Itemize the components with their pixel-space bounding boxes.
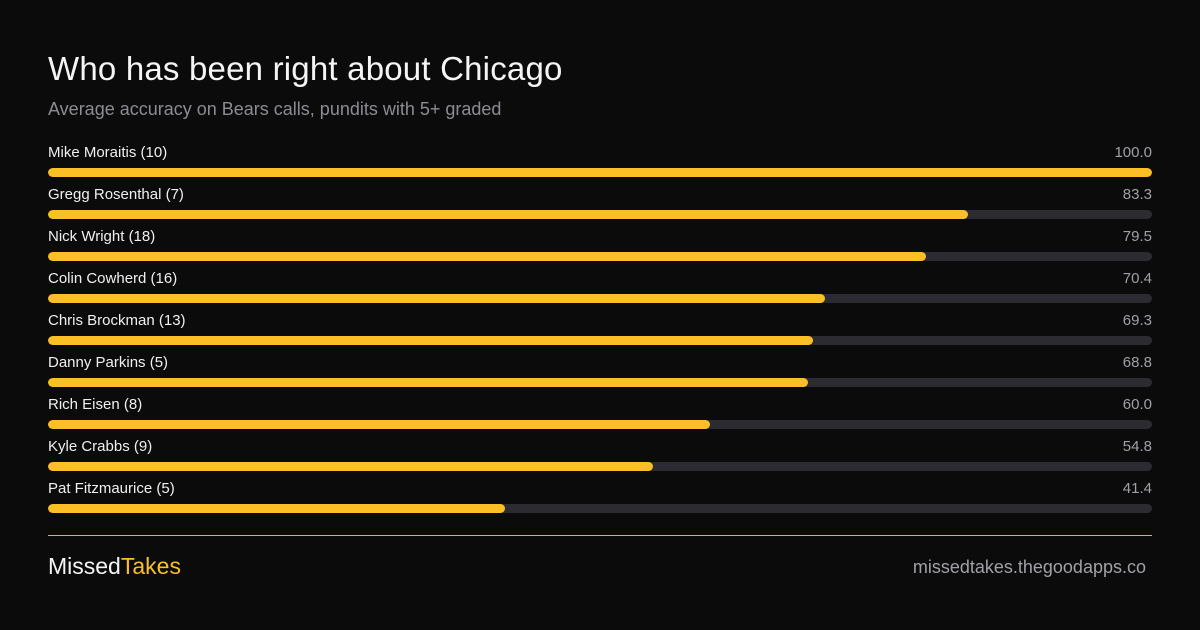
bar-value-label: 41.4 — [1122, 480, 1152, 497]
bar-chart: Mike Moraitis (10) 100.0 Gregg Rosenthal (… — [48, 142, 1152, 520]
bar-fill — [48, 336, 814, 345]
bar-value-label: 100.0 — [1114, 144, 1152, 161]
bar-label: Chris Brockman (13) — [48, 312, 186, 329]
bar-track — [48, 294, 1152, 303]
bar-value-label: 83.3 — [1122, 186, 1152, 203]
bar-label: Mike Moraitis (10) — [48, 144, 168, 161]
bar-track — [48, 336, 1152, 345]
chart-row: Kyle Crabbs (9) 54.8 — [48, 436, 1152, 478]
bar-value-label: 70.4 — [1122, 270, 1152, 287]
brand-name-part2: Takes — [120, 553, 181, 579]
site-url: missedtakes.thegoodapps.co — [912, 557, 1146, 577]
bar-track — [48, 462, 1152, 471]
bar-fill — [48, 504, 506, 513]
bar-track — [48, 210, 1152, 219]
bar-fill — [48, 252, 926, 261]
chart-row: Colin Cowherd (16) 70.4 — [48, 268, 1152, 310]
brand-name-part1: Missed — [48, 553, 121, 579]
bar-track — [48, 504, 1152, 513]
bar-track — [48, 252, 1152, 261]
bar-label: Gregg Rosenthal (7) — [48, 186, 184, 203]
bar-value-label: 68.8 — [1122, 354, 1152, 371]
chart-row: Rich Eisen (8) 60.0 — [48, 394, 1152, 436]
bar-fill — [48, 168, 1152, 177]
bar-track — [48, 378, 1152, 387]
bar-fill — [48, 294, 826, 303]
bar-label: Danny Parkins (5) — [48, 354, 169, 371]
bar-label: Kyle Crabbs (9) — [48, 438, 153, 455]
brand-logo: MissedTakes — [48, 553, 181, 580]
bar-fill — [48, 462, 653, 471]
chart-row: Gregg Rosenthal (7) 83.3 — [48, 184, 1152, 226]
chart-row: Danny Parkins (5) 68.8 — [48, 352, 1152, 394]
bar-track — [48, 420, 1152, 429]
bar-fill — [48, 378, 808, 387]
bar-value-label: 69.3 — [1122, 312, 1152, 329]
bar-label: Nick Wright (18) — [48, 228, 156, 245]
bar-value-label: 54.8 — [1122, 438, 1152, 455]
bar-track — [48, 168, 1152, 177]
chart-title: Who has been right about Chicago — [48, 50, 563, 87]
bar-label: Rich Eisen (8) — [48, 396, 143, 413]
bar-label: Colin Cowherd (16) — [48, 270, 178, 287]
bar-fill — [48, 420, 711, 429]
bar-fill — [48, 210, 968, 219]
footer-divider — [48, 535, 1152, 536]
bar-value-label: 60.0 — [1122, 396, 1152, 413]
chart-subtitle: Average accuracy on Bears calls, pundits… — [48, 99, 502, 119]
chart-row: Chris Brockman (13) 69.3 — [48, 310, 1152, 352]
chart-row: Nick Wright (18) 79.5 — [48, 226, 1152, 268]
bar-label: Pat Fitzmaurice (5) — [48, 480, 175, 497]
bar-value-label: 79.5 — [1122, 228, 1152, 245]
chart-row: Pat Fitzmaurice (5) 41.4 — [48, 478, 1152, 520]
chart-row: Mike Moraitis (10) 100.0 — [48, 142, 1152, 184]
